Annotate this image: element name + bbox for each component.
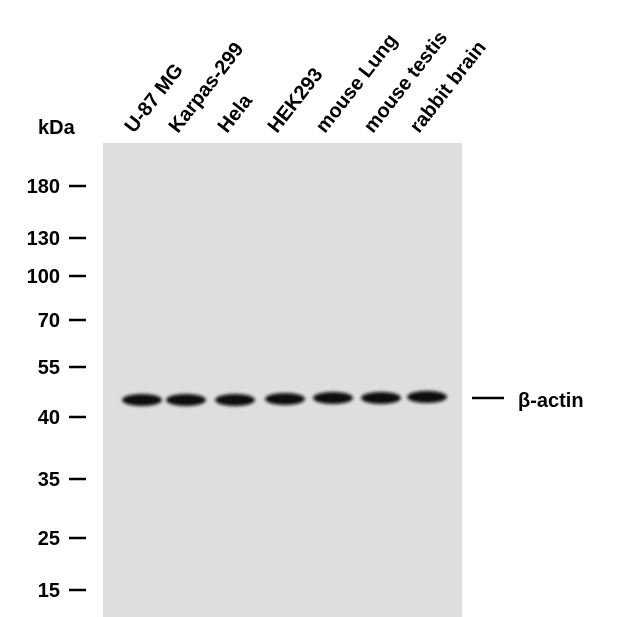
marker-label: 55 — [38, 357, 60, 379]
lane-label: Hela — [214, 90, 258, 138]
marker-label: 100 — [27, 266, 60, 288]
band — [166, 394, 206, 406]
band — [313, 392, 353, 404]
membrane — [103, 143, 462, 617]
marker-label: 40 — [38, 407, 60, 429]
band — [265, 393, 305, 405]
marker-label: 25 — [38, 528, 60, 550]
band — [361, 392, 401, 404]
band-label: β-actin — [518, 390, 584, 412]
marker-label: 35 — [38, 469, 60, 491]
band — [407, 391, 447, 403]
band — [215, 394, 255, 406]
marker-label: 15 — [38, 580, 60, 602]
marker-label: 70 — [38, 310, 60, 332]
marker-label: 180 — [27, 176, 60, 198]
band — [122, 394, 162, 406]
unit-label: kDa — [38, 117, 76, 139]
marker-label: 130 — [27, 228, 60, 250]
